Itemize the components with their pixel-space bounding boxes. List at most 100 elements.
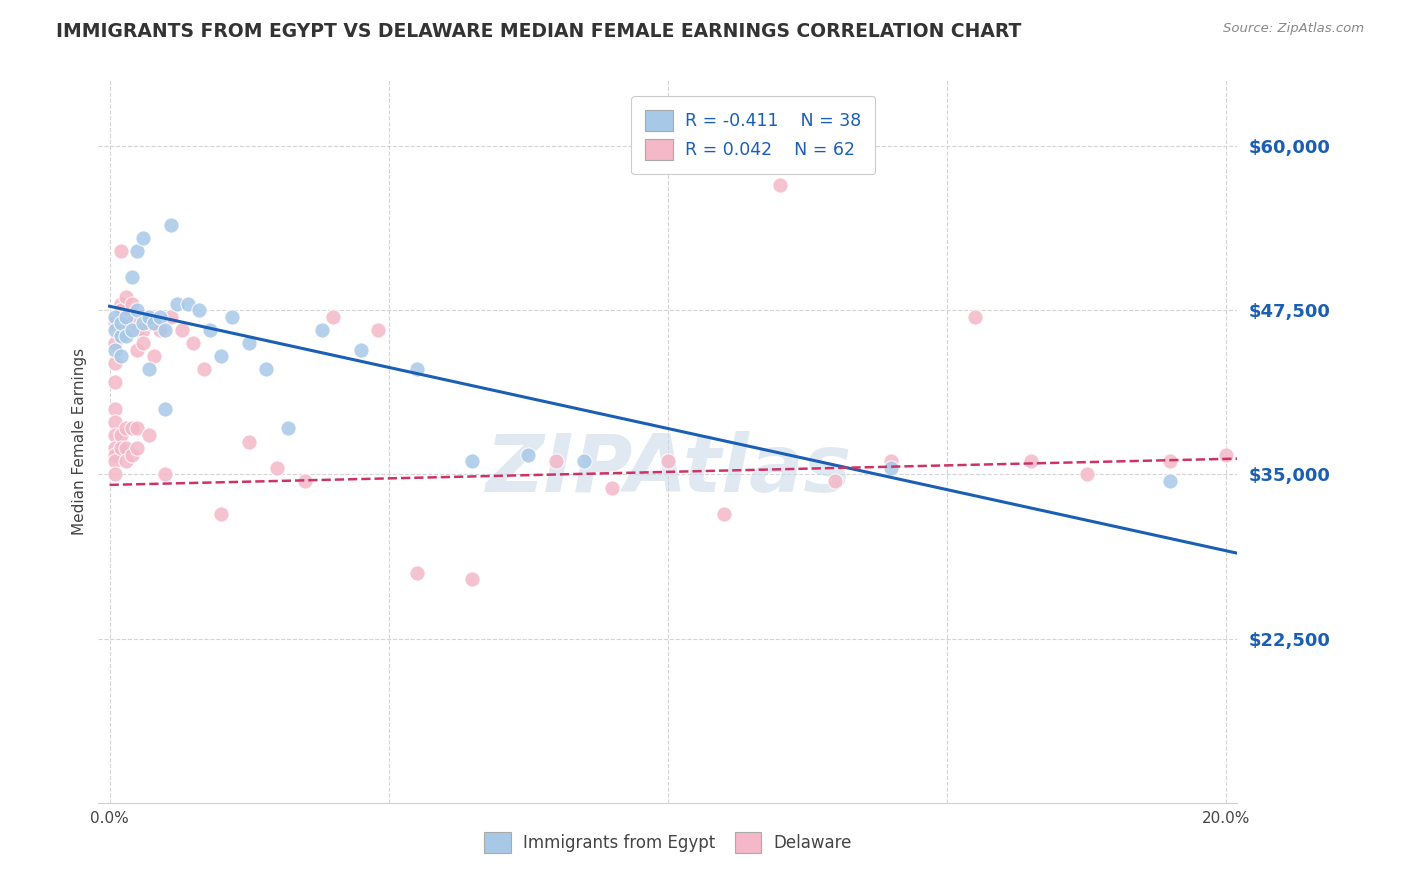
Point	[238, 336, 260, 351]
Point	[350, 343, 373, 357]
Point	[104, 441, 127, 455]
Point	[115, 316, 138, 330]
Point	[121, 316, 143, 330]
Point	[155, 401, 177, 416]
Point	[209, 507, 232, 521]
Point	[127, 441, 149, 455]
Point	[183, 336, 205, 351]
Point	[824, 474, 846, 488]
Point	[127, 421, 149, 435]
Point	[221, 310, 243, 324]
Legend: Immigrants from Egypt, Delaware: Immigrants from Egypt, Delaware	[478, 826, 858, 860]
Point	[880, 454, 903, 468]
Point	[238, 434, 260, 449]
Point	[149, 323, 172, 337]
Point	[461, 454, 484, 468]
Point	[193, 362, 215, 376]
Point	[104, 316, 127, 330]
Point	[104, 454, 127, 468]
Point	[104, 401, 127, 416]
Point	[405, 362, 427, 376]
Point	[143, 349, 166, 363]
Point	[254, 362, 277, 376]
Point	[110, 244, 132, 258]
Point	[121, 323, 143, 337]
Point	[110, 296, 132, 310]
Point	[657, 454, 679, 468]
Text: IMMIGRANTS FROM EGYPT VS DELAWARE MEDIAN FEMALE EARNINGS CORRELATION CHART: IMMIGRANTS FROM EGYPT VS DELAWARE MEDIAN…	[56, 22, 1022, 41]
Point	[294, 474, 316, 488]
Point	[121, 421, 143, 435]
Point	[155, 467, 177, 482]
Point	[1215, 448, 1237, 462]
Point	[880, 460, 903, 475]
Point	[166, 296, 188, 310]
Point	[572, 454, 595, 468]
Point	[149, 310, 172, 324]
Point	[121, 296, 143, 310]
Point	[104, 376, 127, 390]
Point	[110, 441, 132, 455]
Point	[104, 356, 127, 370]
Point	[115, 310, 138, 324]
Point	[104, 428, 127, 442]
Text: ZIPAtlas: ZIPAtlas	[485, 432, 851, 509]
Point	[138, 362, 160, 376]
Point	[132, 336, 155, 351]
Text: Source: ZipAtlas.com: Source: ZipAtlas.com	[1223, 22, 1364, 36]
Point	[600, 481, 623, 495]
Point	[127, 244, 149, 258]
Point	[110, 323, 132, 337]
Point	[121, 270, 143, 285]
Point	[143, 316, 166, 330]
Point	[127, 323, 149, 337]
Point	[768, 178, 790, 193]
Point	[138, 428, 160, 442]
Point	[1019, 454, 1042, 468]
Point	[132, 323, 155, 337]
Point	[115, 454, 138, 468]
Point	[367, 323, 389, 337]
Point	[177, 296, 200, 310]
Point	[110, 316, 132, 330]
Point	[266, 460, 288, 475]
Point	[405, 566, 427, 580]
Point	[546, 454, 568, 468]
Point	[172, 323, 194, 337]
Point	[187, 303, 209, 318]
Point	[132, 231, 155, 245]
Point	[127, 303, 149, 318]
Point	[104, 448, 127, 462]
Point	[461, 573, 484, 587]
Point	[110, 329, 132, 343]
Point	[277, 421, 299, 435]
Point	[110, 428, 132, 442]
Point	[160, 310, 183, 324]
Point	[104, 310, 127, 324]
Point	[322, 310, 344, 324]
Point	[311, 323, 333, 337]
Point	[138, 316, 160, 330]
Point	[104, 415, 127, 429]
Point	[127, 343, 149, 357]
Point	[160, 218, 183, 232]
Point	[138, 310, 160, 324]
Point	[1076, 467, 1098, 482]
Point	[132, 316, 155, 330]
Point	[198, 323, 221, 337]
Point	[115, 329, 138, 343]
Point	[115, 441, 138, 455]
Point	[104, 323, 127, 337]
Point	[1159, 454, 1181, 468]
Point	[110, 303, 132, 318]
Point	[209, 349, 232, 363]
Point	[115, 290, 138, 304]
Point	[1159, 474, 1181, 488]
Point	[110, 349, 132, 363]
Point	[121, 448, 143, 462]
Point	[104, 343, 127, 357]
Point	[963, 310, 986, 324]
Point	[517, 448, 540, 462]
Point	[155, 323, 177, 337]
Point	[104, 467, 127, 482]
